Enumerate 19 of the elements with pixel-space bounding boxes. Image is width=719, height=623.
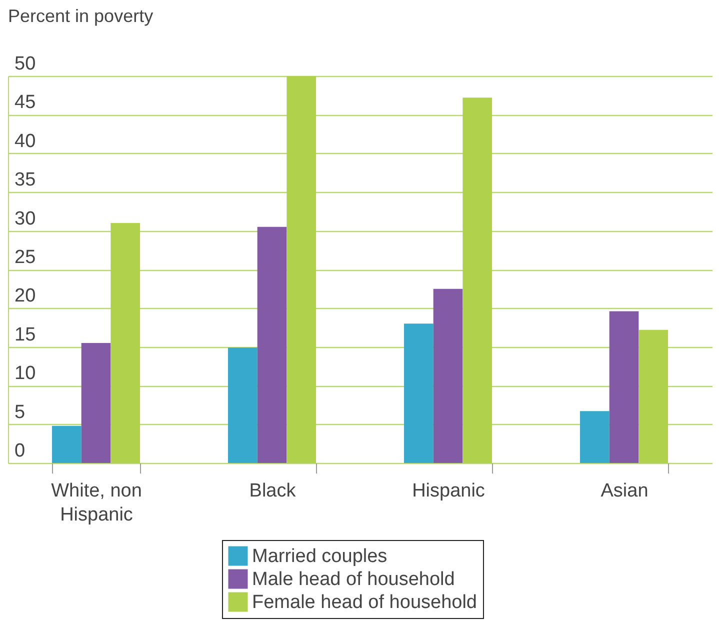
x-tick-label: Black xyxy=(249,480,296,502)
legend-label: Male head of household xyxy=(252,569,455,590)
y-tick-label: 10 xyxy=(14,363,36,384)
y-tick-label: 50 xyxy=(14,54,36,74)
y-tick-label: 15 xyxy=(14,324,36,346)
legend-label: Female head of household xyxy=(252,592,477,613)
y-tick-label: 5 xyxy=(14,402,26,423)
x-tick-label: White, non Hispanic xyxy=(51,480,142,526)
y-tick-label: 25 xyxy=(14,247,36,268)
y-tick-label: 0 xyxy=(14,440,26,462)
y-axis-title: Percent in poverty xyxy=(8,6,154,26)
y-tick-label: 30 xyxy=(14,208,36,230)
x-tick-label: Asian xyxy=(600,480,648,502)
y-tick-label: 40 xyxy=(14,130,36,152)
y-tick-label: 45 xyxy=(14,92,36,114)
legend-label: Married couples xyxy=(252,546,388,567)
y-tick-label: 20 xyxy=(14,286,36,307)
y-tick-label: 35 xyxy=(14,170,36,191)
x-tick-label: Hispanic xyxy=(412,480,485,502)
